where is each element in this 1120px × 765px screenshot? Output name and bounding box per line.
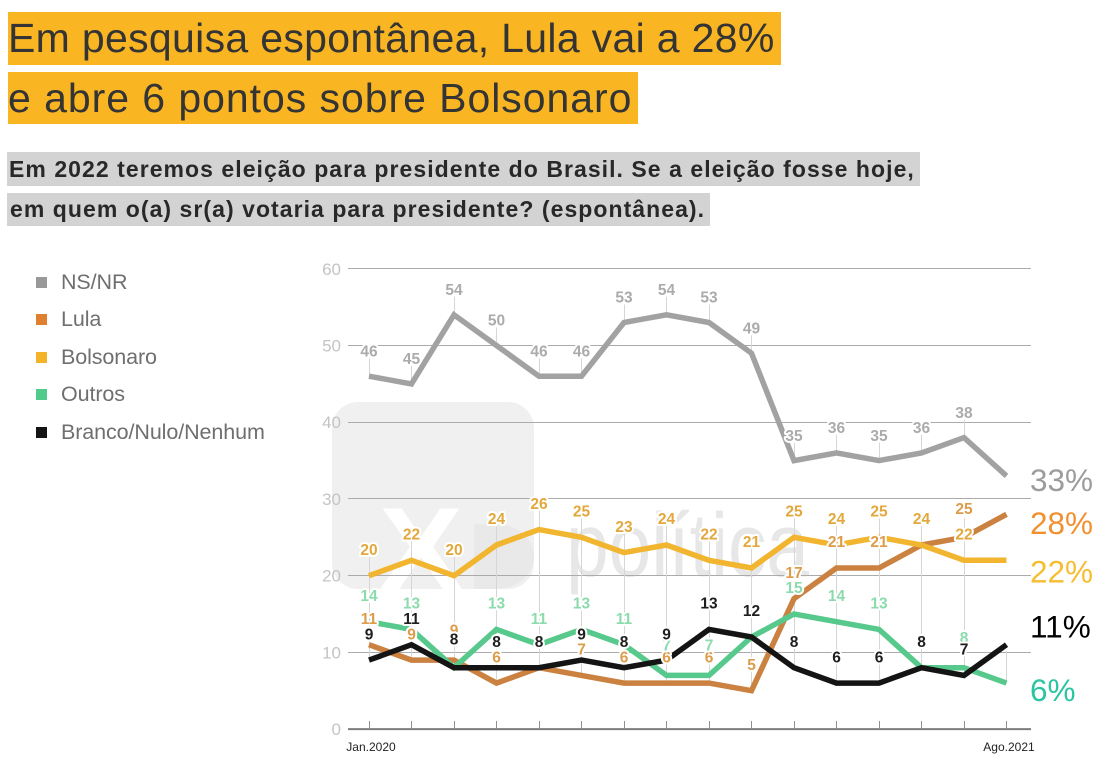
svg-text:13: 13	[870, 596, 888, 613]
svg-text:13: 13	[488, 596, 506, 613]
svg-text:26: 26	[530, 496, 548, 513]
svg-text:22: 22	[700, 527, 717, 544]
svg-text:8: 8	[492, 634, 501, 651]
svg-text:36: 36	[913, 420, 931, 437]
svg-text:46: 46	[360, 343, 378, 360]
svg-text:53: 53	[615, 290, 633, 307]
svg-text:46: 46	[530, 343, 548, 360]
svg-text:54: 54	[658, 282, 676, 299]
svg-text:5: 5	[747, 657, 756, 674]
svg-text:60: 60	[322, 260, 341, 279]
svg-text:24: 24	[658, 511, 676, 528]
svg-text:20: 20	[445, 542, 462, 559]
svg-text:24: 24	[488, 511, 506, 528]
svg-text:45: 45	[403, 351, 421, 368]
svg-text:28%: 28%	[1030, 505, 1093, 541]
svg-text:6: 6	[492, 649, 501, 666]
svg-text:22%: 22%	[1030, 554, 1093, 590]
svg-text:15: 15	[785, 580, 803, 597]
svg-text:21: 21	[743, 534, 761, 551]
svg-text:21: 21	[870, 534, 888, 551]
svg-text:49: 49	[743, 320, 761, 337]
svg-text:35: 35	[870, 428, 888, 445]
svg-text:6%: 6%	[1030, 672, 1076, 708]
svg-text:25: 25	[955, 501, 973, 518]
svg-text:54: 54	[445, 282, 463, 299]
svg-text:7: 7	[662, 638, 671, 655]
svg-text:24: 24	[913, 511, 931, 528]
svg-text:25: 25	[870, 504, 888, 521]
svg-text:46: 46	[573, 343, 591, 360]
svg-text:7: 7	[577, 642, 586, 659]
svg-text:40: 40	[322, 413, 341, 432]
svg-text:Jan.2020: Jan.2020	[346, 740, 396, 754]
svg-text:8: 8	[450, 632, 459, 649]
svg-text:12: 12	[743, 603, 760, 620]
svg-text:21: 21	[828, 534, 846, 551]
svg-text:11%: 11%	[1030, 609, 1091, 645]
svg-text:33%: 33%	[1030, 462, 1093, 498]
svg-text:13: 13	[403, 596, 421, 613]
svg-text:38: 38	[955, 405, 973, 422]
svg-text:11: 11	[531, 611, 548, 628]
svg-text:10: 10	[322, 643, 341, 662]
svg-text:14: 14	[360, 588, 378, 605]
svg-text:11: 11	[361, 611, 378, 628]
svg-text:9: 9	[450, 623, 459, 640]
svg-text:30: 30	[322, 490, 341, 509]
svg-text:25: 25	[573, 504, 591, 521]
svg-text:8: 8	[790, 634, 799, 651]
svg-text:7: 7	[705, 638, 714, 655]
svg-text:8: 8	[535, 634, 544, 651]
svg-text:36: 36	[828, 420, 846, 437]
svg-text:8: 8	[917, 634, 926, 651]
svg-text:11: 11	[403, 611, 420, 628]
svg-text:9: 9	[577, 626, 586, 643]
svg-text:20: 20	[360, 542, 377, 559]
svg-text:6: 6	[662, 649, 671, 666]
svg-text:25: 25	[785, 504, 803, 521]
svg-text:23: 23	[615, 519, 633, 536]
svg-text:9: 9	[662, 626, 671, 643]
svg-text:9: 9	[365, 626, 374, 643]
svg-text:X: X	[379, 483, 463, 614]
svg-text:11: 11	[616, 611, 633, 628]
svg-text:8: 8	[620, 634, 629, 651]
svg-text:9: 9	[407, 626, 416, 643]
svg-text:7: 7	[960, 642, 969, 659]
svg-text:53: 53	[700, 290, 718, 307]
svg-text:8: 8	[960, 630, 969, 647]
svg-text:13: 13	[573, 596, 591, 613]
svg-text:22: 22	[403, 527, 420, 544]
svg-text:Ago.2021: Ago.2021	[983, 740, 1035, 754]
svg-text:6: 6	[875, 649, 884, 666]
svg-text:6: 6	[705, 649, 714, 666]
svg-text:6: 6	[620, 649, 629, 666]
svg-text:24: 24	[828, 511, 846, 528]
svg-text:20: 20	[322, 567, 341, 586]
svg-text:50: 50	[488, 313, 505, 330]
svg-text:6: 6	[832, 649, 841, 666]
svg-text:14: 14	[828, 588, 846, 605]
svg-text:13: 13	[700, 596, 718, 613]
svg-text:50: 50	[322, 337, 341, 356]
svg-text:22: 22	[955, 527, 972, 544]
svg-text:17: 17	[785, 565, 802, 582]
svg-text:0: 0	[332, 720, 341, 739]
svg-text:35: 35	[785, 428, 803, 445]
